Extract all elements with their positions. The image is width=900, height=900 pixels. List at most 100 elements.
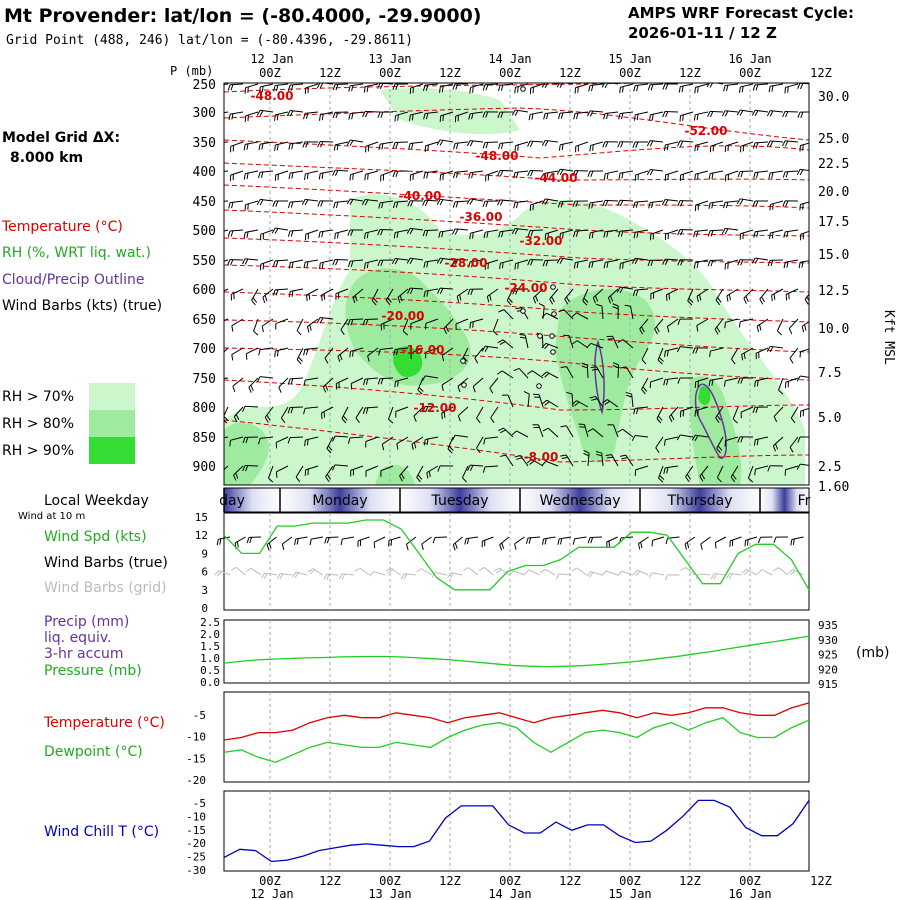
barb-flag [351, 113, 354, 120]
pressure-tick: 500 [193, 224, 216, 239]
barb-flag [272, 260, 276, 267]
barb-flag [799, 169, 804, 176]
barb-flag [519, 336, 526, 339]
barb-flag [663, 439, 666, 446]
barb-flag [587, 171, 591, 177]
barb-flag [331, 464, 336, 471]
barb-flag [325, 476, 330, 482]
barb-flag [233, 416, 238, 423]
barb-shaft [800, 260, 809, 263]
barb-flag [499, 199, 504, 206]
cloud-outline-a [594, 339, 605, 415]
barb-flag [546, 113, 549, 120]
barb-flag [400, 473, 405, 480]
barb-shaft [455, 170, 469, 173]
barb-flag [774, 443, 779, 450]
barb-flag [261, 572, 266, 579]
barb-flag [406, 228, 411, 234]
barb-flag [677, 318, 681, 325]
barb-shaft [499, 169, 514, 172]
barb-shaft [537, 424, 544, 438]
barb-flag [696, 325, 699, 332]
barb-flag [439, 140, 444, 146]
barb-flag [799, 83, 804, 90]
barb-shaft [746, 568, 758, 576]
barb-flag [452, 201, 456, 208]
barb-flag [395, 171, 399, 178]
barb-flag [525, 537, 529, 544]
barb-flag [320, 412, 323, 419]
rh80-area-d [224, 422, 269, 485]
barb-shaft [592, 428, 604, 438]
barb-flag [694, 174, 696, 181]
barb-flag [646, 140, 651, 147]
barb-flag [448, 445, 454, 451]
barb-flag [531, 113, 534, 120]
barb-flag [349, 174, 351, 181]
barb-shaft [620, 111, 634, 115]
barb-shaft [513, 570, 525, 576]
barb-flag [306, 261, 309, 268]
barb-shaft [755, 465, 769, 470]
barb-flag [489, 387, 494, 394]
barb-flag [421, 543, 424, 550]
barb-flag [635, 141, 639, 148]
barb-shaft [715, 406, 724, 418]
barb-flag [678, 86, 681, 93]
barb-flag [583, 452, 590, 457]
isotherm-label: -12.00 [414, 401, 457, 415]
barb-shaft [696, 288, 709, 297]
barb-flag [790, 539, 793, 546]
barb-flag [392, 83, 396, 90]
barb-shaft [380, 347, 394, 351]
barb-shaft [425, 141, 439, 147]
barb-flag [392, 142, 396, 149]
barb-flag [476, 417, 481, 424]
barb-shaft [777, 377, 784, 391]
y-tick: 12 [195, 529, 208, 542]
pressure-unit: (mb) [856, 645, 889, 661]
barb-shaft [380, 170, 394, 176]
barb-flag [717, 445, 723, 451]
barb-flag [589, 572, 594, 578]
barb-shaft [714, 572, 727, 576]
barb-shaft [440, 257, 454, 261]
barb-shaft [695, 170, 709, 175]
bottom-time-tick: 12Z [810, 874, 832, 888]
weekday-segment: Fr [759, 488, 811, 512]
barb-flag [451, 434, 456, 441]
barb-flag [423, 172, 426, 179]
barb-flag [621, 172, 624, 179]
barb-flag [665, 294, 668, 301]
barb-flag [385, 299, 391, 306]
barb-flag [561, 144, 564, 151]
barb-flag [619, 87, 621, 94]
isotherm-line [224, 237, 809, 264]
height-tick: 2.5 [818, 460, 841, 475]
barb-shaft [665, 465, 679, 469]
barb-flag [413, 442, 417, 449]
barb-flag [514, 110, 519, 116]
barb-flag [438, 231, 441, 238]
barb-flag [230, 230, 234, 237]
barb-shaft [725, 141, 739, 147]
barb-flag [754, 380, 756, 388]
calm-marker [520, 308, 526, 314]
barb-shaft [244, 405, 259, 408]
barb-shaft [514, 536, 525, 545]
barb-shaft [755, 436, 769, 441]
barb-flag [231, 354, 234, 361]
barb-flag [666, 467, 669, 474]
barb-flag [601, 83, 606, 88]
barb-flag [649, 140, 654, 147]
barb-shaft [506, 288, 514, 301]
legend-wind-chill: Wind Chill T (°C) [44, 824, 159, 840]
barb-shaft [461, 465, 469, 478]
pressure-tick: 550 [193, 254, 216, 269]
barb-flag [471, 172, 474, 179]
barb-flag [303, 262, 306, 269]
barb-flag [417, 474, 423, 480]
barb-shaft [620, 286, 634, 290]
barb-shaft [516, 430, 529, 438]
barb-shaft [716, 465, 724, 478]
